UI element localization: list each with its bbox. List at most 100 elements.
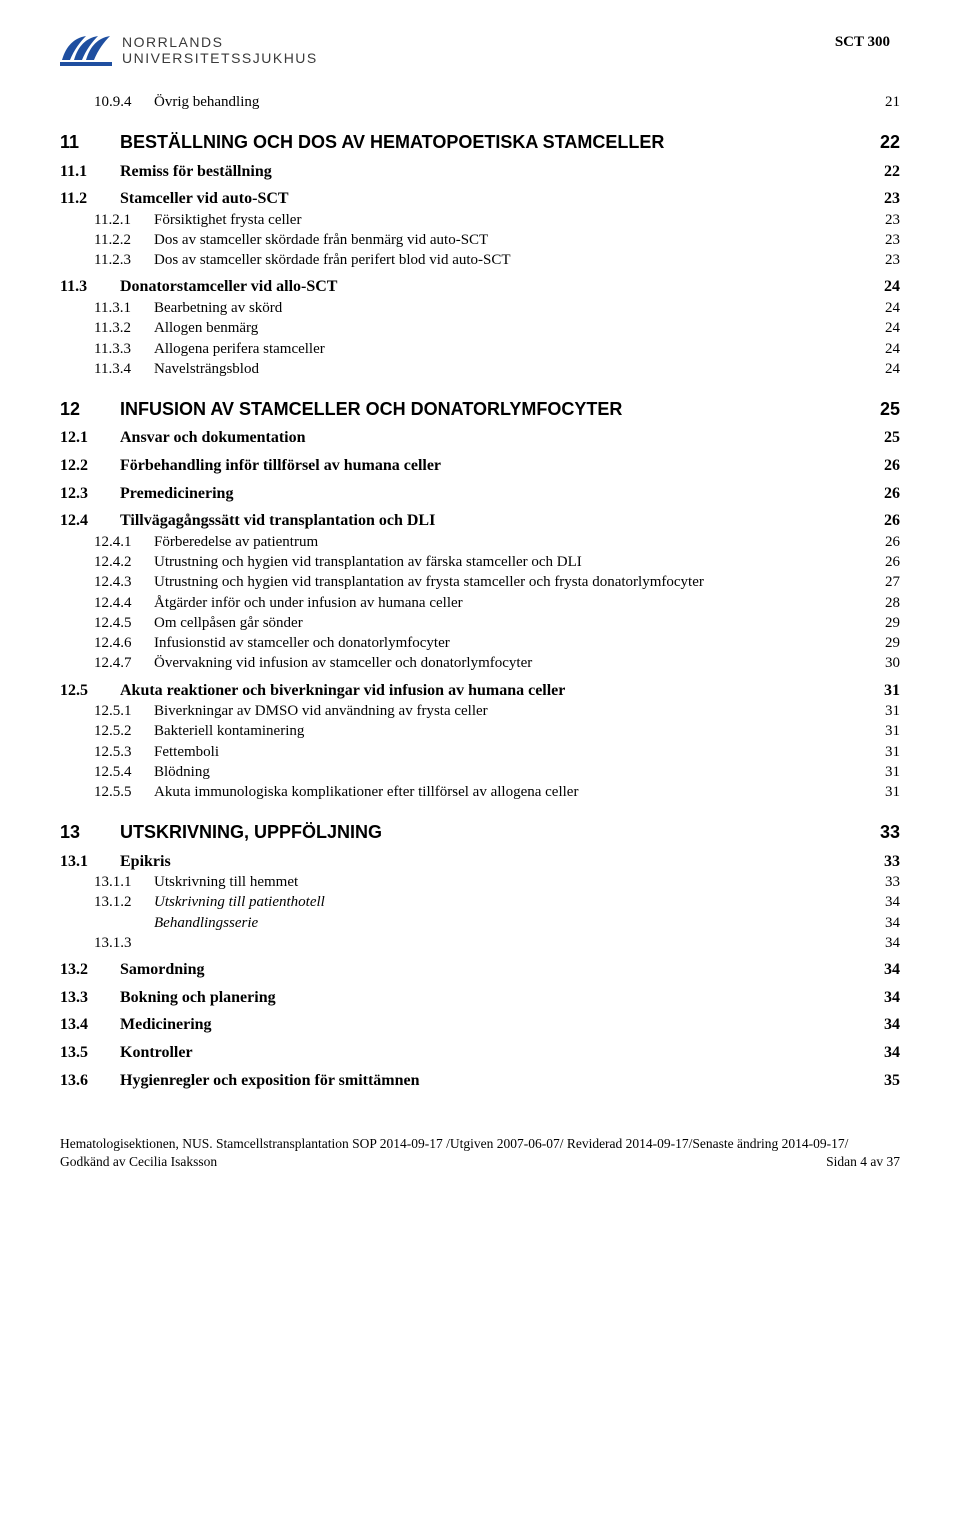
toc-title: Övrig behandling — [154, 92, 259, 112]
toc-title: Kontroller — [120, 1042, 193, 1064]
toc-entry: 11.2.2Dos av stamceller skördade från be… — [60, 230, 900, 250]
toc-entry: 11.3.1Bearbetning av skörd24 — [60, 298, 900, 318]
toc-entry: Behandlingsserie34 — [60, 913, 900, 933]
toc-entry: 13.4Medicinering34 — [60, 1014, 900, 1036]
toc-title: Hygienregler och exposition för smittämn… — [120, 1070, 420, 1092]
footer-approved-by: Godkänd av Cecilia Isaksson — [60, 1153, 217, 1171]
toc-number: 11.1 — [60, 161, 120, 183]
toc-number: 11.3.1 — [94, 298, 154, 318]
footer-page-number: Sidan 4 av 37 — [826, 1153, 900, 1171]
toc-title: Samordning — [120, 959, 204, 981]
toc-entry: 12.5.2Bakteriell kontaminering 31 — [60, 721, 900, 741]
toc-title: Infusionstid av stamceller och donatorly… — [154, 633, 450, 653]
toc-title: Fettemboli — [154, 742, 219, 762]
toc-title: Utrustning och hygien vid transplantatio… — [154, 552, 582, 572]
toc-page: 34 — [870, 1014, 900, 1036]
toc-number: 13.1.1 — [94, 872, 154, 892]
toc-title: Behandlingsserie — [154, 913, 258, 933]
toc-title: Bakteriell kontaminering — [154, 721, 304, 741]
toc-number: 12.4.1 — [94, 532, 154, 552]
toc-title: Allogena perifera stamceller — [154, 339, 325, 359]
logo-block: NORRLANDS UNIVERSITETSSJUKHUS — [60, 32, 318, 68]
toc-entry: 11.3Donatorstamceller vid allo-SCT24 — [60, 276, 900, 298]
toc-title: Förberedelse av patientrum — [154, 532, 318, 552]
toc-number: 11.2.2 — [94, 230, 154, 250]
toc-page: 29 — [870, 633, 900, 653]
toc-page: 26 — [870, 510, 900, 532]
toc-entry: 13.1Epikris 33 — [60, 851, 900, 873]
toc-number: 12.5.5 — [94, 782, 154, 802]
toc-entry: 12.2Förbehandling inför tillförsel av hu… — [60, 455, 900, 477]
toc-page: 23 — [870, 250, 900, 270]
document-id: SCT 300 — [835, 32, 900, 52]
toc-number: 12.2 — [60, 455, 120, 477]
toc-number: 12.4 — [60, 510, 120, 532]
toc-entry: 12.5.3Fettemboli31 — [60, 742, 900, 762]
toc-entry: 13.2Samordning34 — [60, 959, 900, 981]
toc-page: 30 — [870, 653, 900, 673]
toc-number: 13.1 — [60, 851, 120, 873]
toc-number: 12.5.1 — [94, 701, 154, 721]
toc-entry: 12.4.3Utrustning och hygien vid transpla… — [60, 572, 900, 592]
toc-entry: 11BESTÄLLNING OCH DOS AV HEMATOPOETISKA … — [60, 130, 900, 154]
toc-page: 24 — [870, 339, 900, 359]
toc-entry: 12INFUSION AV STAMCELLER OCH DONATORLYMF… — [60, 397, 900, 421]
logo-text: NORRLANDS UNIVERSITETSSJUKHUS — [122, 34, 318, 66]
toc-entry: 11.1Remiss för beställning22 — [60, 161, 900, 183]
toc-entry: 12.4.2Utrustning och hygien vid transpla… — [60, 552, 900, 572]
toc-number: 13.6 — [60, 1070, 120, 1092]
toc-page: 34 — [870, 892, 900, 912]
toc-page: 28 — [870, 593, 900, 613]
toc-title: Bearbetning av skörd — [154, 298, 282, 318]
toc-entry: 13.5Kontroller34 — [60, 1042, 900, 1064]
toc-page: 31 — [870, 742, 900, 762]
table-of-contents: 10.9.4Övrig behandling 21 11BESTÄLLNING OC… — [60, 92, 900, 1091]
toc-page: 33 — [870, 820, 900, 844]
toc-page: 33 — [870, 872, 900, 892]
toc-entry: 12.4.4Åtgärder inför och under infusion … — [60, 593, 900, 613]
toc-entry: 11.3.4Navelsträngsblod24 — [60, 359, 900, 379]
toc-page: 33 — [870, 851, 900, 873]
toc-page: 26 — [870, 532, 900, 552]
toc-title: Navelsträngsblod — [154, 359, 259, 379]
toc-page: 24 — [870, 359, 900, 379]
toc-entry: 13.3Bokning och planering 34 — [60, 987, 900, 1009]
toc-page: 27 — [870, 572, 900, 592]
toc-number: 13.3 — [60, 987, 120, 1009]
toc-number: 12.4.6 — [94, 633, 154, 653]
toc-title: Förbehandling inför tillförsel av humana… — [120, 455, 441, 477]
toc-title: Medicinering — [120, 1014, 212, 1036]
page-footer: Hematologisektionen, NUS. Stamcellstrans… — [60, 1135, 900, 1170]
toc-entry: 12.4.5Om cellpåsen går sönder29 — [60, 613, 900, 633]
toc-number: 13 — [60, 820, 120, 844]
toc-number: 10.9.4 — [94, 92, 154, 112]
toc-number: 12.4.5 — [94, 613, 154, 633]
toc-title: Bokning och planering — [120, 987, 276, 1009]
toc-page: 26 — [870, 552, 900, 572]
toc-page: 26 — [870, 455, 900, 477]
toc-entry: 12.5.1Biverkningar av DMSO vid användnin… — [60, 701, 900, 721]
toc-title: Utskrivning till patienthotell — [154, 892, 325, 912]
toc-title: Dos av stamceller skördade från perifert… — [154, 250, 511, 270]
toc-number: 12.5.2 — [94, 721, 154, 741]
toc-number: 12.4.7 — [94, 653, 154, 673]
toc-title: Akuta reaktioner och biverkningar vid in… — [120, 680, 565, 702]
toc-title: Stamceller vid auto-SCT — [120, 188, 289, 210]
toc-entry: 12.4.1Förberedelse av patientrum 26 — [60, 532, 900, 552]
toc-number: 12.5.4 — [94, 762, 154, 782]
toc-page: 21 — [870, 92, 900, 112]
toc-entry: 12.5.4Blödning31 — [60, 762, 900, 782]
toc-title: Epikris — [120, 851, 171, 873]
toc-entry: 12.4.6Infusionstid av stamceller och don… — [60, 633, 900, 653]
toc-page: 34 — [870, 987, 900, 1009]
toc-number: 12 — [60, 397, 120, 421]
toc-number: 13.5 — [60, 1042, 120, 1064]
toc-page: 34 — [870, 933, 900, 953]
toc-page: 31 — [870, 721, 900, 741]
toc-entry: 12.1Ansvar och dokumentation25 — [60, 427, 900, 449]
toc-page: 34 — [870, 959, 900, 981]
toc-page: 29 — [870, 613, 900, 633]
toc-title: Övervakning vid infusion av stamceller o… — [154, 653, 532, 673]
toc-number: 11 — [60, 130, 120, 154]
toc-entry: 13.1.2Utskrivning till patienthotell34 — [60, 892, 900, 912]
